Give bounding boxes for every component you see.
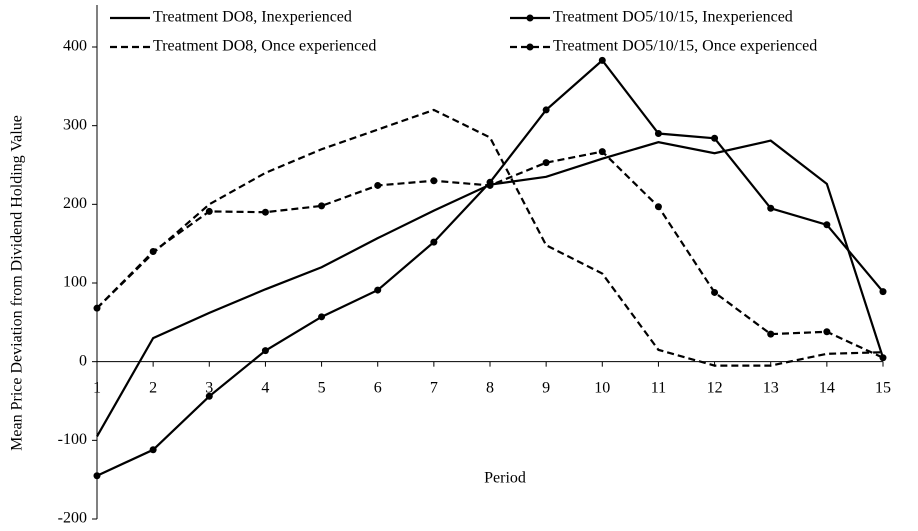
y-tick-label: 100 — [63, 274, 87, 291]
legend-label: Treatment DO5/10/15, Once experienced — [553, 38, 817, 55]
x-tick-label: 11 — [651, 379, 666, 396]
data-point — [93, 304, 101, 312]
legend-label: Treatment DO5/10/15, Inexperienced — [553, 9, 793, 26]
data-point — [598, 148, 606, 156]
y-axis-label: Mean Price Deviation from Dividend Holdi… — [9, 115, 26, 451]
data-point — [205, 207, 213, 215]
data-point — [542, 159, 550, 167]
legend-marker — [526, 14, 534, 22]
data-point — [374, 181, 382, 189]
data-point — [430, 238, 438, 246]
x-tick-label: 6 — [374, 379, 382, 396]
data-point — [654, 203, 662, 211]
y-tick-label: 300 — [63, 116, 87, 133]
y-tick-label: -200 — [58, 510, 87, 527]
x-tick-label: 14 — [819, 379, 835, 396]
data-point — [374, 286, 382, 294]
data-point — [879, 354, 887, 362]
data-point — [598, 56, 606, 64]
y-tick-label: 400 — [63, 38, 87, 55]
data-point — [486, 181, 494, 189]
y-tick-label: -100 — [58, 431, 87, 448]
data-point — [767, 204, 775, 212]
data-point — [711, 288, 719, 296]
y-tick-label: 0 — [79, 352, 87, 369]
x-tick-label: 13 — [763, 379, 779, 396]
y-tick-label: 200 — [63, 195, 87, 212]
data-point — [711, 134, 719, 142]
data-point — [149, 446, 157, 454]
data-point — [93, 472, 101, 480]
data-point — [205, 392, 213, 400]
x-tick-label: 15 — [875, 379, 891, 396]
data-point — [318, 313, 326, 321]
data-point — [430, 177, 438, 185]
data-point — [823, 221, 831, 229]
series-line — [96, 108, 884, 367]
x-tick-label: 5 — [318, 379, 326, 396]
x-tick-label: 2 — [149, 379, 157, 396]
x-axis-label: Period — [484, 470, 526, 487]
legend-label: Treatment DO8, Once experienced — [153, 38, 376, 55]
x-tick-label: 7 — [430, 379, 438, 396]
data-point — [654, 130, 662, 138]
x-tick-label: 3 — [205, 379, 213, 396]
x-tick-label: 9 — [542, 379, 550, 396]
x-tick-label: 10 — [594, 379, 610, 396]
legend-marker — [526, 43, 534, 51]
data-point — [879, 288, 887, 296]
x-tick-label: 4 — [261, 379, 269, 396]
data-point — [149, 248, 157, 256]
x-tick-label: 8 — [486, 379, 494, 396]
data-point — [261, 208, 269, 216]
data-point — [318, 202, 326, 210]
data-point — [767, 330, 775, 338]
data-point — [823, 328, 831, 336]
x-tick-label: 1 — [93, 379, 101, 396]
x-tick-label: 12 — [707, 379, 723, 396]
data-point — [542, 106, 550, 114]
legend-label: Treatment DO8, Inexperienced — [153, 9, 352, 26]
data-point — [261, 347, 269, 355]
series-line — [96, 58, 884, 477]
